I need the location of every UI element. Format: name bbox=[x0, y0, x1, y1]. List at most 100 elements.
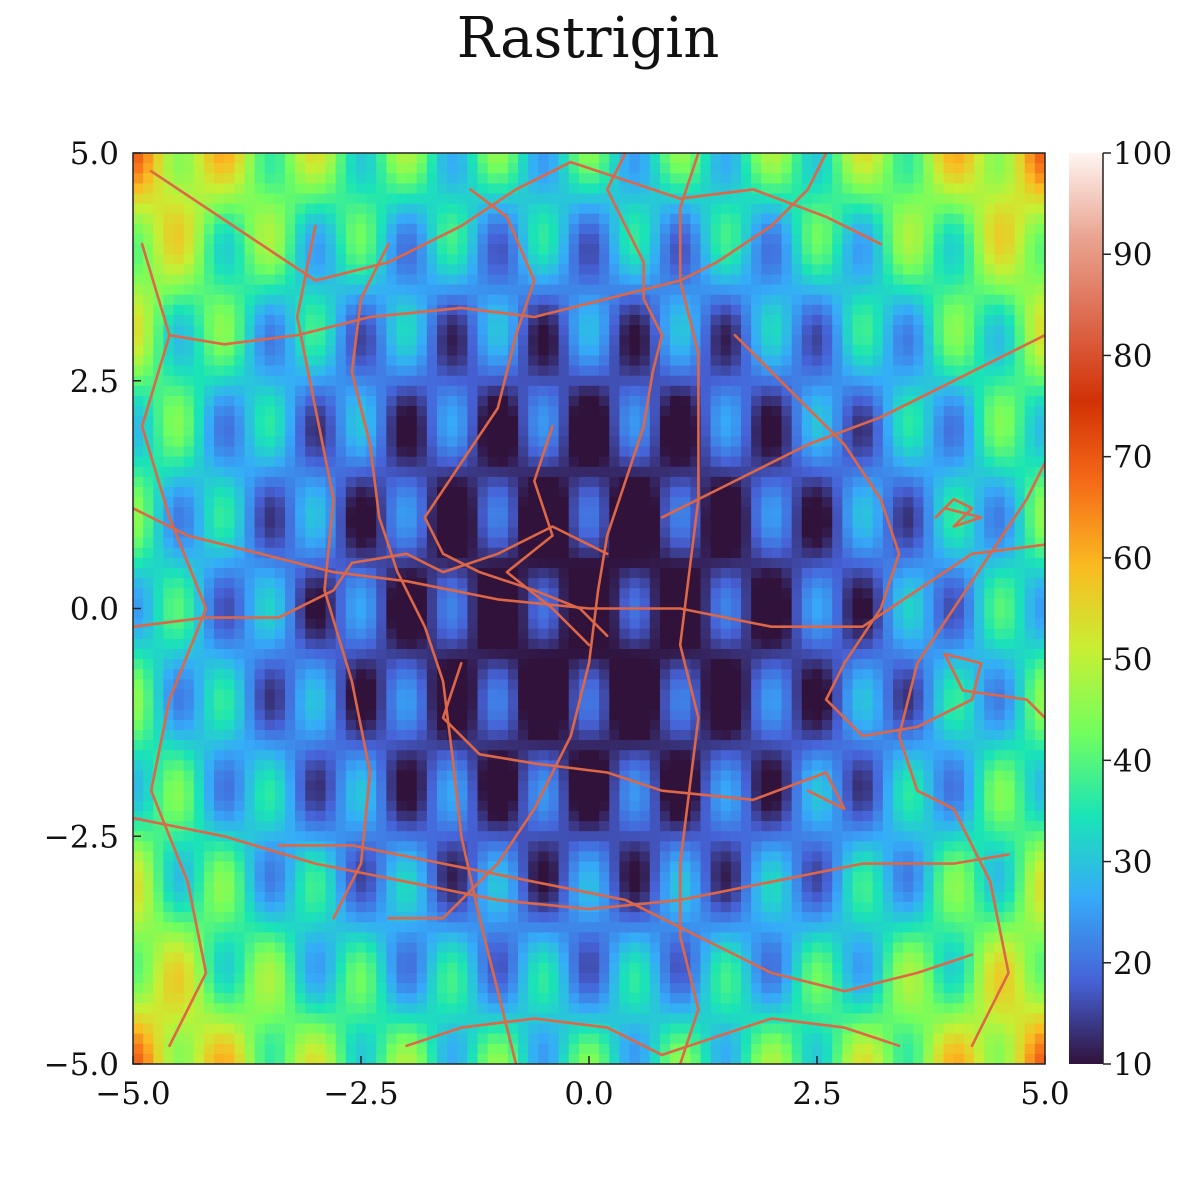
heatmap-cell bbox=[609, 608, 620, 620]
heatmap-cell bbox=[882, 679, 894, 691]
heatmap-cell bbox=[507, 436, 519, 448]
heatmap-cell bbox=[507, 588, 519, 599]
heatmap-cell bbox=[335, 274, 347, 286]
heatmap-cell bbox=[285, 638, 296, 650]
heatmap-cell bbox=[254, 233, 266, 245]
heatmap-cell bbox=[315, 547, 327, 559]
heatmap-cell bbox=[467, 284, 479, 296]
heatmap-cell bbox=[528, 426, 539, 438]
heatmap-cell bbox=[355, 588, 367, 599]
heatmap-cell bbox=[730, 527, 742, 539]
heatmap-cell bbox=[953, 153, 965, 164]
heatmap-cell bbox=[426, 507, 438, 518]
heatmap-cell bbox=[923, 466, 935, 478]
heatmap-cell bbox=[893, 608, 904, 620]
heatmap-cell bbox=[751, 487, 762, 498]
heatmap-cell bbox=[872, 638, 884, 650]
heatmap-cell bbox=[477, 628, 489, 640]
heatmap-cell bbox=[933, 497, 945, 508]
heatmap-cell bbox=[254, 294, 266, 306]
heatmap-cell bbox=[518, 203, 529, 215]
heatmap-cell bbox=[913, 436, 924, 448]
heatmap-cell bbox=[893, 335, 904, 346]
heatmap-cell bbox=[143, 223, 154, 235]
heatmap-cell bbox=[1034, 233, 1045, 245]
heatmap-cell bbox=[984, 608, 995, 620]
heatmap-cell bbox=[143, 699, 154, 711]
heatmap-cell bbox=[416, 487, 428, 498]
heatmap-cell bbox=[264, 476, 276, 488]
heatmap-cell bbox=[842, 284, 854, 296]
heatmap-cell bbox=[548, 325, 560, 336]
heatmap-cell bbox=[355, 557, 367, 569]
heatmap-cell bbox=[477, 537, 489, 549]
heatmap-cell bbox=[528, 669, 539, 680]
heatmap-cell bbox=[578, 588, 590, 599]
heatmap-cell bbox=[629, 416, 641, 427]
heatmap-cell bbox=[730, 223, 742, 235]
heatmap-cell bbox=[710, 487, 722, 498]
heatmap-cell bbox=[366, 385, 377, 397]
heatmap-cell bbox=[862, 355, 874, 367]
heatmap-cell bbox=[578, 487, 590, 498]
heatmap-cell bbox=[862, 294, 874, 306]
heatmap-cell bbox=[214, 183, 225, 195]
heatmap-cell bbox=[406, 375, 418, 387]
heatmap-cell bbox=[609, 689, 620, 701]
heatmap-cell bbox=[670, 163, 681, 174]
heatmap-cell bbox=[1024, 466, 1036, 478]
heatmap-cell bbox=[822, 466, 833, 478]
heatmap-cell bbox=[923, 608, 935, 620]
heatmap-cell bbox=[406, 183, 418, 195]
heatmap-cell bbox=[842, 213, 854, 225]
heatmap-cell bbox=[264, 588, 276, 599]
heatmap-cell bbox=[376, 375, 387, 387]
heatmap-cell bbox=[659, 557, 671, 569]
heatmap-cell bbox=[345, 254, 357, 265]
heatmap-cell bbox=[984, 699, 995, 711]
heatmap-cell bbox=[426, 537, 438, 549]
heatmap-cell bbox=[487, 557, 499, 569]
heatmap-cell bbox=[416, 355, 428, 367]
heatmap-cell bbox=[842, 304, 854, 316]
heatmap-cell bbox=[801, 294, 813, 306]
heatmap-cell bbox=[335, 466, 347, 478]
heatmap-cell bbox=[274, 264, 286, 276]
heatmap-cell bbox=[680, 517, 691, 529]
heatmap-cell bbox=[1004, 527, 1016, 539]
heatmap-cell bbox=[842, 325, 854, 336]
heatmap-cell bbox=[589, 679, 600, 691]
heatmap-cell bbox=[872, 456, 884, 468]
heatmap-cell bbox=[274, 527, 286, 539]
heatmap-cell bbox=[264, 213, 276, 225]
heatmap-cell bbox=[994, 223, 1006, 235]
heatmap-cell bbox=[781, 416, 793, 427]
heatmap-cell bbox=[609, 173, 620, 184]
heatmap-cell bbox=[234, 426, 246, 438]
heatmap-cell bbox=[548, 426, 560, 438]
heatmap-cell bbox=[923, 345, 935, 357]
heatmap-cell bbox=[639, 699, 651, 711]
heatmap-cell bbox=[518, 648, 529, 660]
heatmap-cell bbox=[649, 213, 661, 225]
heatmap-cell bbox=[1024, 659, 1036, 670]
heatmap-cell bbox=[507, 476, 519, 488]
heatmap-cell bbox=[518, 426, 529, 438]
heatmap-cell bbox=[214, 375, 225, 387]
heatmap-cell bbox=[670, 274, 681, 286]
heatmap-cell bbox=[639, 426, 651, 438]
heatmap-cell bbox=[366, 173, 377, 184]
heatmap-cell bbox=[690, 679, 702, 691]
heatmap-cell bbox=[781, 355, 793, 367]
heatmap-cell bbox=[882, 598, 894, 610]
heatmap-cell bbox=[264, 284, 276, 296]
heatmap-cell bbox=[325, 578, 337, 589]
heatmap-cell bbox=[893, 476, 904, 488]
heatmap-cell bbox=[1034, 304, 1045, 316]
heatmap-cell bbox=[862, 284, 874, 296]
heatmap-cell bbox=[751, 294, 762, 306]
heatmap-cell bbox=[487, 426, 499, 438]
heatmap-cell bbox=[781, 517, 793, 529]
heatmap-cell bbox=[143, 284, 154, 296]
heatmap-cell bbox=[700, 193, 712, 205]
